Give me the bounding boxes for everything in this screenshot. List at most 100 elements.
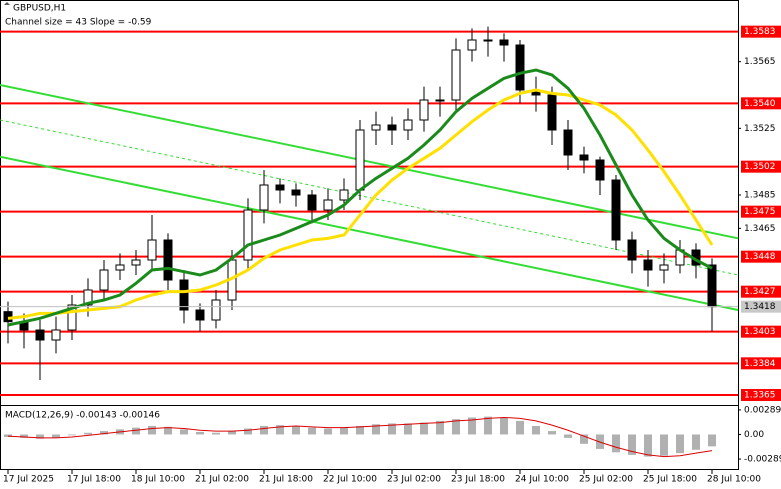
macd-bar	[676, 434, 684, 454]
candle-body	[211, 299, 221, 321]
macd-bar	[324, 428, 332, 435]
candle-body	[627, 239, 637, 261]
macd-signal	[7, 416, 713, 458]
candle-body	[115, 264, 125, 271]
level-label: 1.3427	[744, 287, 776, 297]
macd-bar	[148, 425, 156, 435]
candle-body	[307, 194, 317, 211]
candle-body	[243, 209, 253, 261]
x-tick-label: 21 Jul 02:00	[195, 475, 249, 485]
level-label-bg	[741, 250, 781, 263]
candle-body	[35, 329, 45, 341]
macd-bar	[628, 434, 636, 455]
level-label-bg	[741, 97, 781, 110]
macd-bar	[4, 434, 12, 438]
macd-bar	[164, 426, 172, 435]
candle-body	[467, 39, 477, 51]
moving-average	[7, 68, 713, 327]
macd-bar	[452, 419, 460, 435]
candle-body	[387, 124, 397, 131]
candle-body	[499, 39, 509, 46]
candle-body	[659, 264, 669, 271]
macd-bar	[308, 427, 316, 435]
macd-bar	[708, 434, 716, 447]
macd-bar	[388, 423, 396, 435]
candle-body	[579, 154, 589, 161]
macd-bar	[52, 434, 60, 438]
candle-body	[291, 189, 301, 196]
candle-body	[99, 269, 109, 291]
x-tick-label: 21 Jul 18:00	[259, 475, 313, 485]
macd-bar	[500, 417, 508, 435]
macd-bar	[612, 434, 620, 453]
x-tick-label: 28 Jul 10:00	[707, 475, 761, 485]
candle-body	[323, 199, 333, 211]
x-tick-label: 17 Jul 18:00	[67, 475, 121, 485]
macd-bar	[420, 422, 428, 435]
chart-subtitle: Channel size = 43 Slope = -0.59	[5, 18, 152, 28]
macd-bar	[84, 432, 92, 435]
y-tick-label: 1.3525	[744, 124, 776, 134]
candle-body	[163, 239, 173, 281]
macd-bar	[212, 432, 220, 435]
chart-title: GBPUSD,H1	[13, 4, 66, 14]
macd-bar	[660, 434, 668, 456]
y-tick-label: 0.00	[744, 430, 764, 440]
candle-body	[131, 259, 141, 266]
candle-body	[515, 44, 525, 91]
x-tick-label: 25 Jul 18:00	[643, 475, 697, 485]
candle-body	[83, 289, 93, 306]
x-tick-label: 23 Jul 02:00	[387, 475, 441, 485]
candle-body	[707, 264, 717, 308]
macd-bar	[548, 431, 556, 435]
candle-body	[67, 304, 77, 331]
macd-bar	[180, 429, 188, 435]
level-label: 1.3448	[744, 252, 776, 262]
candle-body	[371, 124, 381, 131]
candle-body	[563, 129, 573, 156]
level-label-bg	[741, 357, 781, 370]
macd-bar	[244, 428, 252, 435]
plot-frame	[0, 0, 739, 470]
symbol-icon	[4, 2, 10, 5]
x-tick-label: 17 Jul 2025	[3, 475, 54, 485]
level-label: 1.3403	[744, 327, 776, 337]
channel-line	[0, 155, 739, 311]
macd-title: MACD(12,26,9) -0.00143 -0.00146	[5, 411, 160, 421]
candle-body	[419, 99, 429, 121]
x-tick-label: 22 Jul 10:00	[323, 475, 377, 485]
level-label: 1.3365	[744, 391, 776, 401]
macd-bar	[468, 417, 476, 435]
candle-body	[547, 94, 557, 131]
level-label-bg	[741, 205, 781, 218]
level-label-bg	[741, 325, 781, 338]
macd-bar	[260, 425, 268, 435]
level-label: 1.3384	[744, 359, 776, 369]
y-tick-label: 1.3485	[744, 191, 776, 201]
macd-bar	[36, 434, 44, 439]
moving-average	[7, 88, 714, 320]
macd-bar	[132, 427, 140, 435]
level-label-bg	[741, 160, 781, 173]
level-label: 1.3540	[744, 99, 776, 109]
macd-bar	[404, 423, 412, 435]
macd-bar	[356, 425, 364, 435]
macd-bar	[436, 420, 444, 435]
candle-body	[179, 279, 189, 311]
level-label-bg	[741, 25, 781, 38]
candle-body	[435, 99, 445, 102]
x-tick-label: 25 Jul 02:00	[579, 475, 633, 485]
candle-body	[403, 119, 413, 131]
x-tick-label: 24 Jul 10:00	[515, 475, 569, 485]
y-tick-label: 1.3465	[744, 224, 776, 234]
macd-bar	[228, 431, 236, 435]
candle-body	[643, 259, 653, 271]
current-price-bg	[741, 300, 781, 313]
macd-bar	[340, 427, 348, 435]
macd-bar	[276, 425, 284, 435]
candle-body	[147, 239, 157, 261]
x-tick-label: 18 Jul 10:00	[131, 475, 185, 485]
candle-body	[259, 184, 269, 211]
